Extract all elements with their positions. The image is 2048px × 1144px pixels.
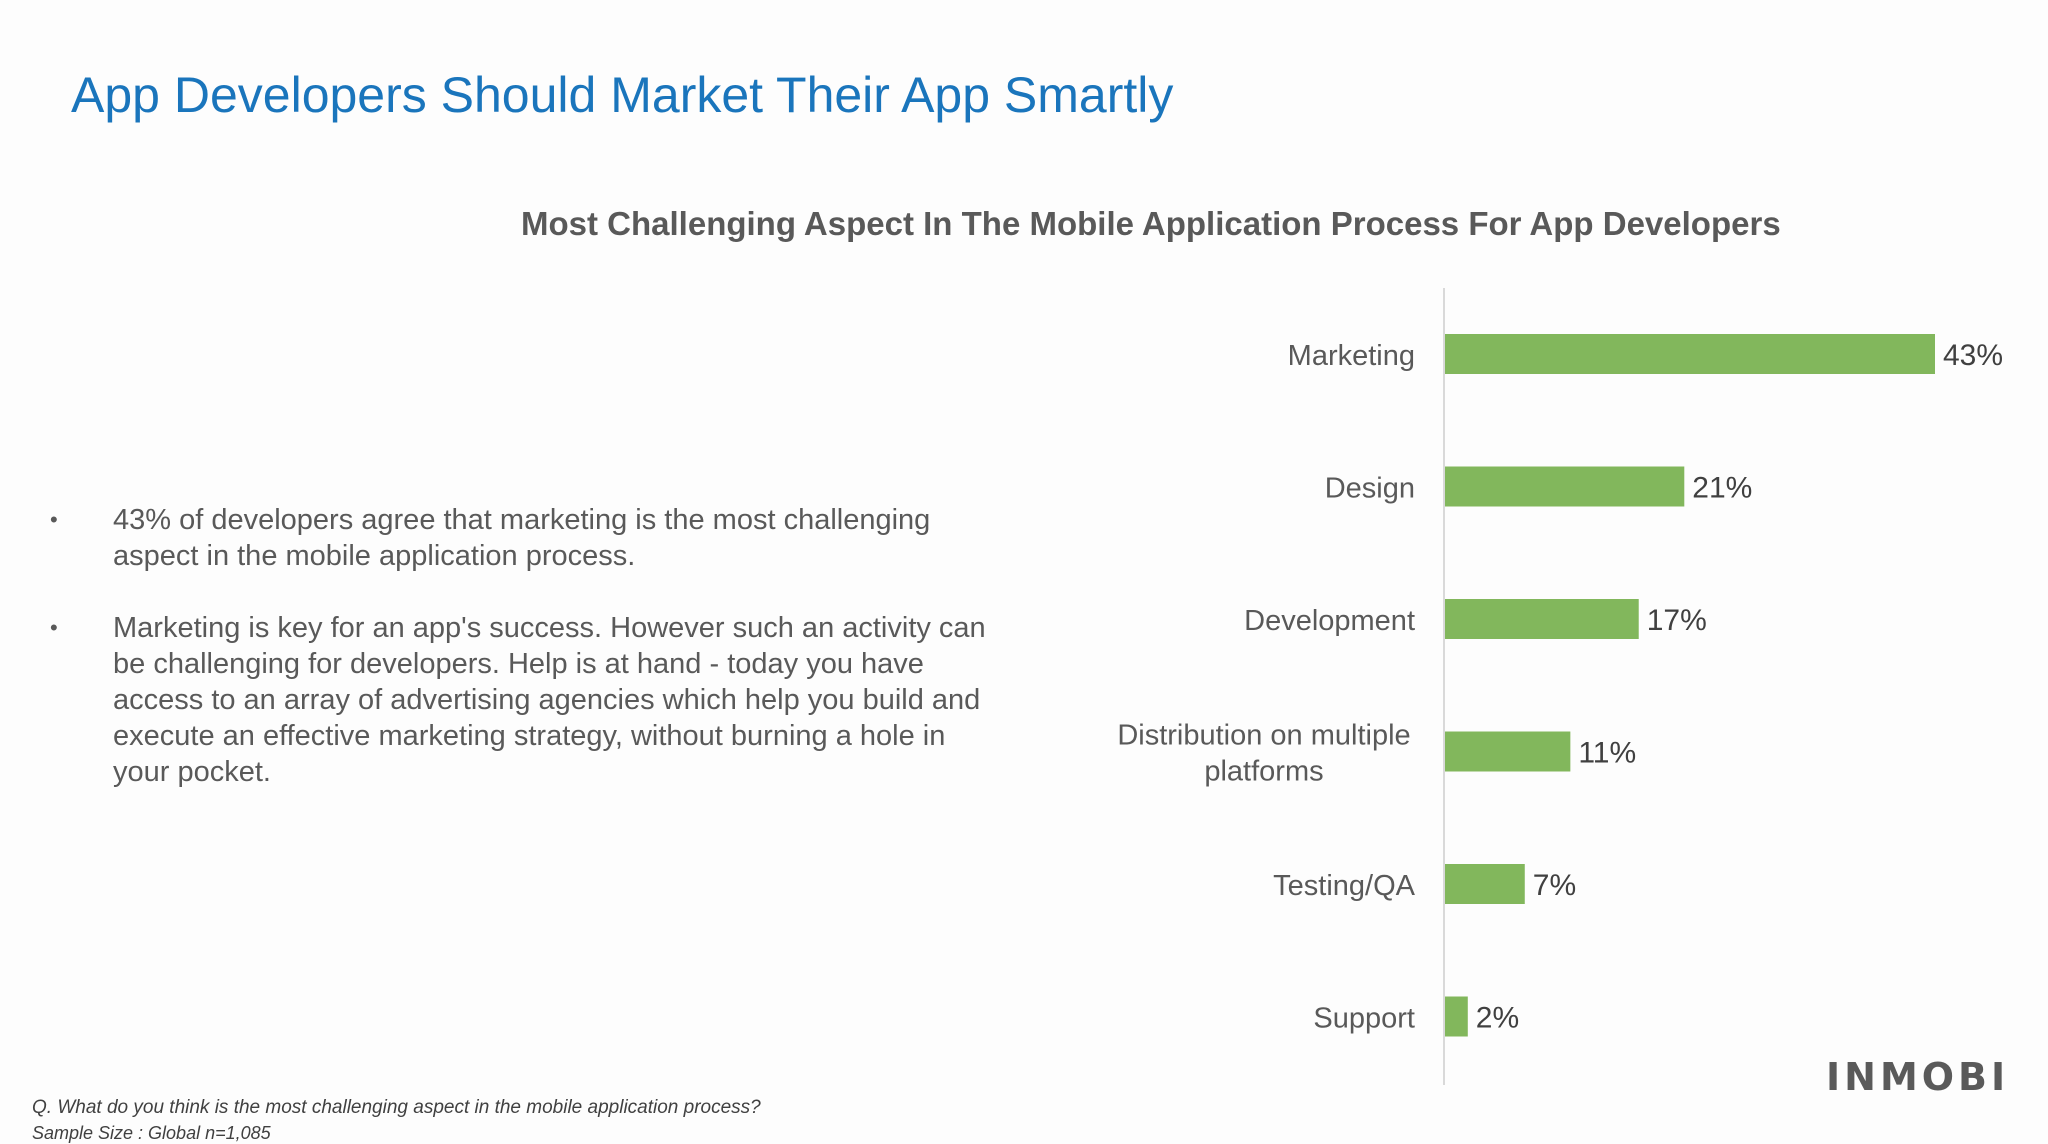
data-label: 2% (1476, 1002, 1519, 1035)
chart-title: Most Challenging Aspect In The Mobile Ap… (521, 205, 1781, 242)
slide-title: App Developers Should Market Their App S… (71, 67, 1174, 123)
data-label: 11% (1578, 737, 1636, 770)
bar-development (1445, 599, 1639, 639)
bar-support (1445, 996, 1468, 1037)
footnote-sample-size: Sample Size : Global n=1,085 (32, 1123, 271, 1143)
data-label: 43% (1943, 339, 2003, 372)
bar-distribution-on-multiple-platforms (1445, 731, 1571, 772)
bullet-item: • Marketing is key for an app's success.… (48, 610, 1008, 790)
category-label: Support (1313, 1003, 1415, 1035)
inmobi-logo: INMOBI (1826, 1055, 2010, 1099)
bullet-list: • 43% of developers agree that marketing… (48, 502, 1008, 826)
bar-marketing (1445, 334, 1935, 374)
bullet-dot-icon: • (50, 615, 58, 640)
category-label: Development (1244, 605, 1415, 637)
category-label: Design (1325, 473, 1415, 505)
bullet-text: Marketing is key for an app's success. H… (113, 612, 986, 788)
category-label: Testing/QA (1273, 870, 1415, 902)
data-label: 17% (1647, 604, 1707, 637)
category-label: Distribution on multiple platforms (1117, 720, 1410, 788)
bullet-dot-icon: • (50, 507, 58, 532)
bar-testing-qa (1445, 864, 1525, 904)
bullet-text: 43% of developers agree that marketing i… (113, 504, 931, 572)
data-label: 7% (1533, 869, 1576, 902)
data-label: 21% (1692, 472, 1752, 505)
bullet-item: • 43% of developers agree that marketing… (48, 502, 1008, 574)
bar-design (1445, 466, 1685, 507)
footnote-question: Q. What do you think is the most challen… (32, 1097, 761, 1118)
category-label: Marketing (1288, 340, 1415, 372)
